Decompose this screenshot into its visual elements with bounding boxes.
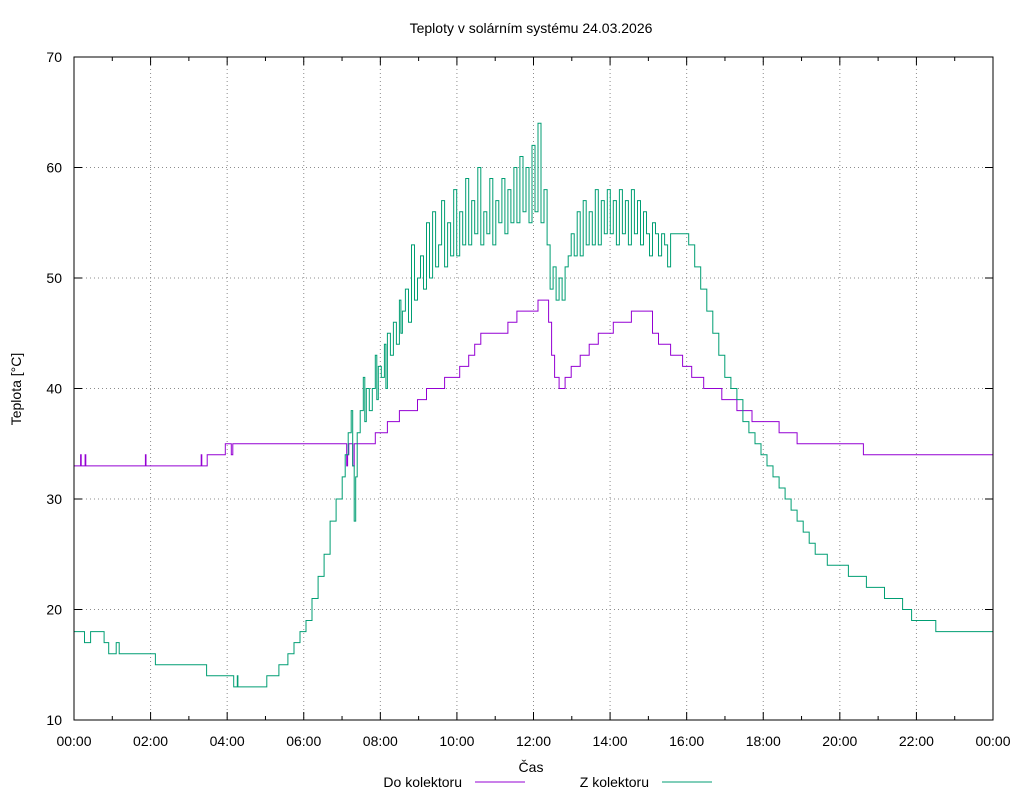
series-line-1	[74, 299, 993, 467]
x-axis-label: Čas	[519, 759, 544, 775]
y-tick-label: 40	[46, 381, 62, 397]
y-tick-labels: 10 20 30 40 50 60 70	[46, 49, 62, 728]
x-tick-label: 08:00	[363, 733, 398, 749]
x-tick-label: 04:00	[210, 733, 245, 749]
axis-ticks	[73, 56, 994, 721]
y-tick-label: 60	[46, 160, 62, 176]
grid-lines	[74, 57, 993, 720]
x-tick-label: 10:00	[439, 733, 474, 749]
y-tick-label: 70	[46, 49, 62, 65]
x-tick-label: 02:00	[133, 733, 168, 749]
chart-title: Teploty v solárním systému 24.03.2026	[410, 20, 653, 36]
x-tick-label: 12:00	[516, 733, 551, 749]
series-line-2	[74, 122, 993, 688]
x-tick-label: 06:00	[286, 733, 321, 749]
legend-label: Z kolektoru	[580, 774, 649, 790]
x-tick-labels: 00:00 02:00 04:00 06:00 08:00 10:00 12:00 14:00…	[56, 733, 1010, 749]
y-tick-label: 50	[46, 270, 62, 286]
y-tick-label: 20	[46, 602, 62, 618]
x-tick-label: 16:00	[669, 733, 704, 749]
y-tick-label: 30	[46, 491, 62, 507]
y-tick-label: 10	[46, 712, 62, 728]
x-tick-label: 20:00	[822, 733, 857, 749]
legend-label: Do kolektoru	[383, 774, 462, 790]
x-tick-label: 22:00	[899, 733, 934, 749]
series-layer	[74, 122, 993, 688]
x-tick-label: 18:00	[746, 733, 781, 749]
legend: Do kolektoru Z kolektoru	[383, 774, 712, 790]
x-tick-label: 00:00	[56, 733, 91, 749]
x-tick-label: 00:00	[975, 733, 1010, 749]
x-tick-label: 14:00	[593, 733, 628, 749]
y-axis-label: Teplota [°C]	[8, 353, 24, 426]
